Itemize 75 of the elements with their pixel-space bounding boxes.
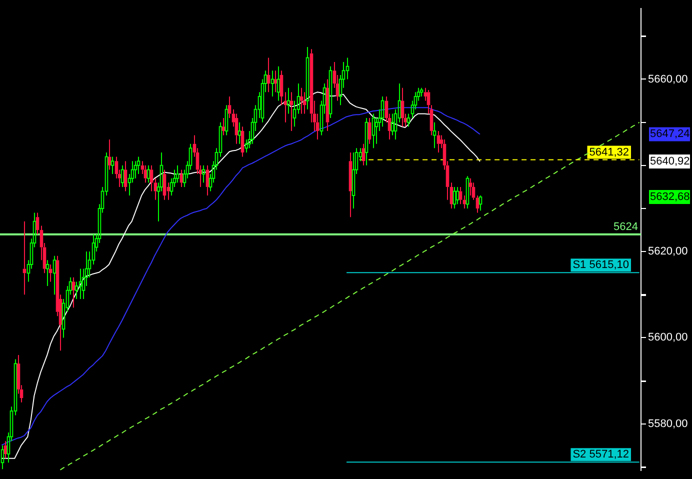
text: 5640,92	[650, 155, 690, 168]
candlestick	[368, 118, 372, 144]
candlestick	[160, 152, 164, 192]
candlestick	[436, 130, 440, 153]
candlestick	[458, 186, 462, 205]
candlestick	[108, 139, 112, 170]
text: 5632,68	[650, 190, 690, 203]
series-label: 5641,32	[589, 146, 629, 158]
candlestick	[450, 182, 454, 209]
candlestick	[144, 164, 148, 184]
candlestick	[244, 139, 248, 153]
candlestick	[346, 57, 350, 80]
line-series	[60, 122, 640, 470]
candlestick	[124, 160, 128, 192]
candlestick	[182, 169, 186, 188]
candlestick	[274, 70, 278, 93]
candlestick	[432, 122, 436, 149]
candlestick	[266, 57, 270, 93]
candlestick	[82, 268, 86, 300]
candlestick	[326, 78, 330, 132]
candlestick	[154, 178, 158, 200]
candlestick	[240, 126, 244, 158]
candlestick	[74, 281, 78, 300]
candlestick	[364, 118, 368, 166]
y-tick-label: 5580,00	[648, 418, 688, 430]
candlestick	[150, 164, 154, 192]
candlestick	[280, 70, 284, 106]
candlestick	[260, 78, 264, 123]
candlestick	[72, 276, 76, 308]
candlestick	[46, 260, 50, 287]
candlestick	[316, 113, 320, 140]
candlestick	[238, 122, 242, 144]
candlestick	[78, 268, 82, 300]
candlestick	[134, 160, 138, 179]
candlestick	[452, 186, 456, 209]
candlestick	[348, 152, 352, 218]
candlestick	[16, 354, 20, 394]
candlestick	[228, 96, 232, 119]
candlestick	[374, 118, 378, 144]
candlestick	[180, 169, 184, 188]
candlestick	[276, 66, 280, 102]
y-tick-label: 5600,00	[648, 332, 688, 344]
ref-line-label: 5624	[614, 220, 638, 233]
candlestick	[222, 118, 226, 136]
series-label: S2 5571,12	[572, 448, 629, 461]
candlestick	[468, 178, 472, 196]
candlestick	[300, 87, 304, 114]
series-label: S1 5615,10	[572, 259, 629, 272]
candlestick	[84, 251, 88, 287]
candlestick	[400, 87, 404, 128]
candlestick	[196, 148, 200, 175]
text: 5647,24	[650, 128, 690, 140]
candlestick	[270, 70, 274, 97]
candlestick	[362, 143, 366, 166]
candlestick	[372, 113, 376, 149]
candlestick	[206, 164, 210, 196]
candlestick	[390, 113, 394, 136]
candlestick	[234, 113, 238, 144]
candlestick	[336, 74, 340, 102]
candlestick	[306, 46, 310, 110]
candlestick	[292, 100, 296, 128]
candlestick	[114, 156, 118, 179]
candlestick	[162, 169, 166, 200]
candlestick	[414, 92, 418, 110]
candlestick	[430, 104, 434, 136]
candlestick	[286, 87, 290, 114]
candlestick	[424, 87, 428, 102]
candlestick	[36, 212, 40, 235]
candlestick	[224, 104, 228, 136]
y-tick-label: 5620,00	[648, 246, 688, 258]
candlestick	[380, 96, 384, 128]
y-tick-label: 5660,00	[648, 73, 688, 86]
candlestick	[352, 152, 356, 209]
candlestick	[310, 48, 314, 123]
candlestick	[4, 440, 8, 459]
